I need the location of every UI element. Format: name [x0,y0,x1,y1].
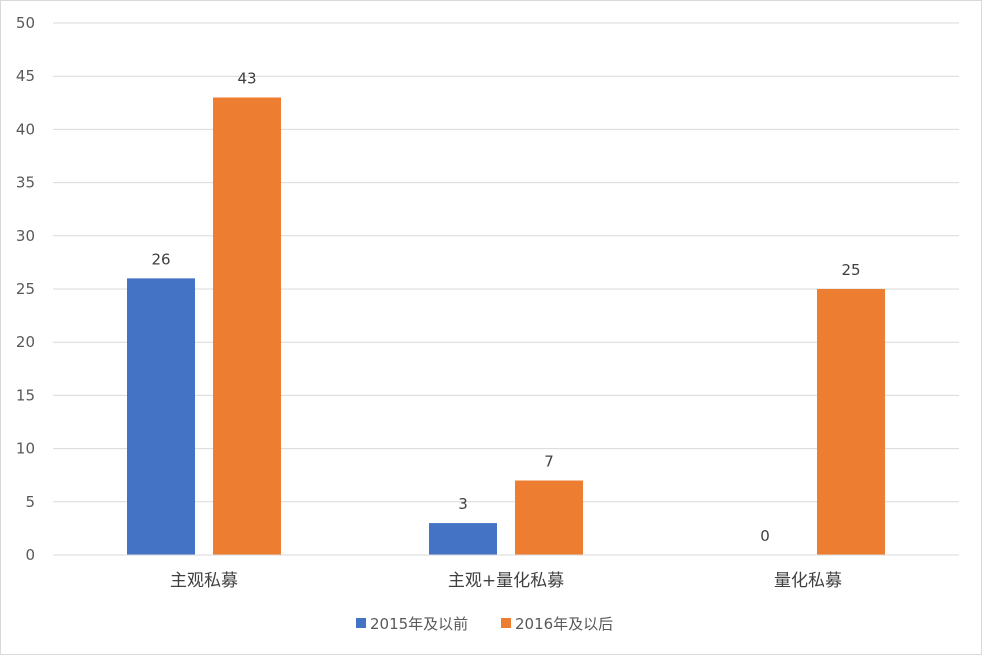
y-tick-label: 35 [16,174,35,192]
legend-label: 2016年及以后 [515,615,613,633]
x-axis: 主观私募 主观+量化私募 量化私募 [53,554,959,591]
data-label: 3 [458,495,468,513]
data-label: 43 [237,69,256,87]
y-tick-label: 30 [16,227,35,245]
y-tick-label: 20 [16,333,35,351]
bar [429,523,497,555]
legend-swatch [501,618,511,628]
y-axis: 0 5 10 15 20 25 30 35 40 45 50 [16,14,35,564]
gridlines [53,22,959,556]
x-tick-label: 主观私募 [170,571,238,591]
data-labels: 26 43 3 7 0 25 [151,69,860,545]
x-tick-label: 主观+量化私募 [448,571,564,591]
y-tick-label: 5 [25,493,35,511]
x-tick-label: 量化私募 [774,571,842,591]
legend: 2015年及以前 2016年及以后 [356,615,613,633]
bars [127,97,885,555]
y-tick-label: 50 [16,14,35,32]
y-tick-label: 15 [16,386,35,404]
y-tick-label: 45 [16,67,35,85]
y-tick-label: 10 [16,440,35,458]
bar [213,97,281,555]
bar [127,278,195,555]
y-tick-label: 0 [25,546,35,564]
data-label: 7 [544,453,554,471]
data-label: 26 [151,250,170,268]
bar [515,480,583,555]
legend-label: 2015年及以前 [370,615,468,633]
legend-swatch [356,618,366,628]
bar [817,289,885,555]
y-tick-label: 25 [16,280,35,298]
y-tick-label: 40 [16,120,35,138]
data-label: 25 [841,261,860,279]
data-label: 0 [760,527,770,545]
